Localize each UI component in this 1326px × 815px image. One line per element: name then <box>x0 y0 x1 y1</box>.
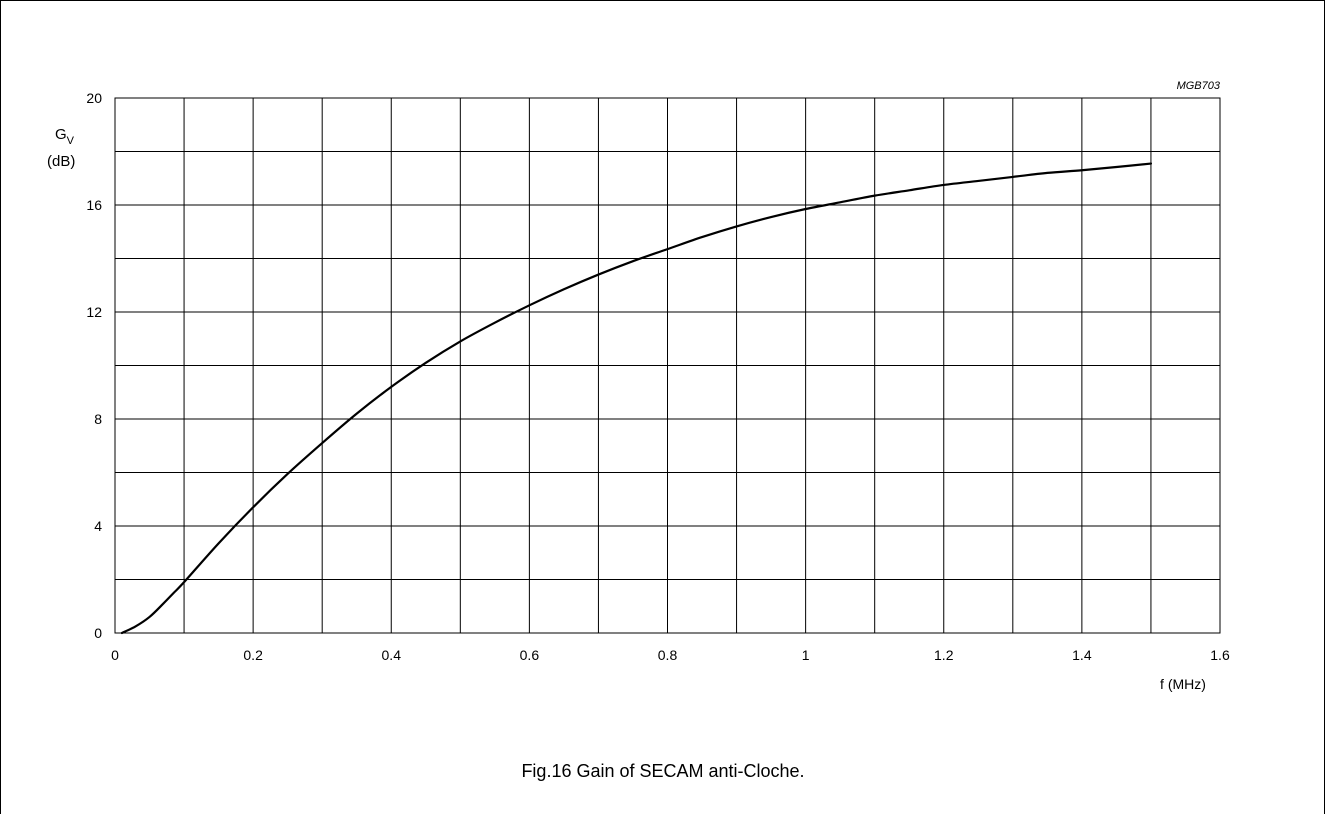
plot-border <box>114 97 1221 634</box>
y-axis-label: GV <box>55 126 75 147</box>
x-tick-label: 0.2 <box>243 647 263 663</box>
x-axis-label: f (MHz) <box>1160 676 1206 692</box>
y-tick-label: 20 <box>86 90 102 106</box>
x-tick-label: 1.4 <box>1072 647 1092 663</box>
y-tick-label: 12 <box>86 304 102 320</box>
gain-curve <box>120 162 1153 635</box>
x-tick-label: 1.2 <box>934 647 954 663</box>
x-tick-label: 0.6 <box>520 647 540 663</box>
figure-code: MGB703 <box>1177 80 1221 92</box>
y-axis-unit: (dB) <box>47 153 75 170</box>
y-tick-label: 0 <box>94 625 102 641</box>
y-tick-labels: 0 4 8 12 16 20 <box>86 90 102 641</box>
y-tick-label: 16 <box>86 197 102 213</box>
x-tick-label: 0.4 <box>382 647 402 663</box>
figure-caption: Fig.16 Gain of SECAM anti-Cloche. <box>521 761 804 781</box>
y-tick-label: 8 <box>94 411 102 427</box>
x-tick-label: 1 <box>802 647 810 663</box>
y-tick-label: 4 <box>94 518 102 534</box>
x-tick-label: 1.6 <box>1210 647 1230 663</box>
x-tick-label: 0.8 <box>658 647 678 663</box>
x-tick-label: 0 <box>111 647 119 663</box>
grid-lines <box>115 98 1220 633</box>
x-tick-labels: 0 0.2 0.4 0.6 0.8 1 1.2 1.4 1.6 <box>111 647 1230 663</box>
